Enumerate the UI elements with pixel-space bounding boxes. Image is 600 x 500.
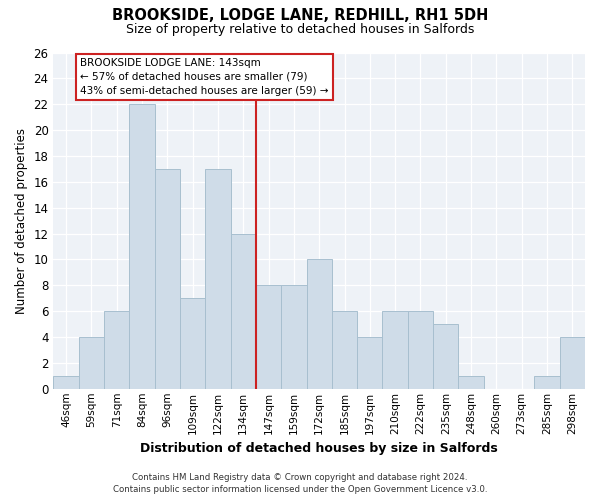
Text: BROOKSIDE, LODGE LANE, REDHILL, RH1 5DH: BROOKSIDE, LODGE LANE, REDHILL, RH1 5DH [112, 8, 488, 22]
Y-axis label: Number of detached properties: Number of detached properties [15, 128, 28, 314]
Bar [382, 311, 408, 389]
Bar [408, 311, 433, 389]
Bar [535, 376, 560, 389]
Bar [433, 324, 458, 389]
Bar [357, 337, 382, 389]
Bar [104, 311, 130, 389]
Bar [256, 286, 281, 389]
Bar [180, 298, 205, 389]
Bar [205, 169, 230, 389]
Text: Size of property relative to detached houses in Salfords: Size of property relative to detached ho… [126, 22, 474, 36]
Bar [79, 337, 104, 389]
Bar [307, 260, 332, 389]
Bar [332, 311, 357, 389]
Bar [281, 286, 307, 389]
Bar [155, 169, 180, 389]
Text: BROOKSIDE LODGE LANE: 143sqm
← 57% of detached houses are smaller (79)
43% of se: BROOKSIDE LODGE LANE: 143sqm ← 57% of de… [80, 58, 328, 96]
Bar [560, 337, 585, 389]
Bar [230, 234, 256, 389]
Bar [53, 376, 79, 389]
X-axis label: Distribution of detached houses by size in Salfords: Distribution of detached houses by size … [140, 442, 498, 455]
Text: Contains HM Land Registry data © Crown copyright and database right 2024.
Contai: Contains HM Land Registry data © Crown c… [113, 472, 487, 494]
Bar [458, 376, 484, 389]
Bar [130, 104, 155, 389]
